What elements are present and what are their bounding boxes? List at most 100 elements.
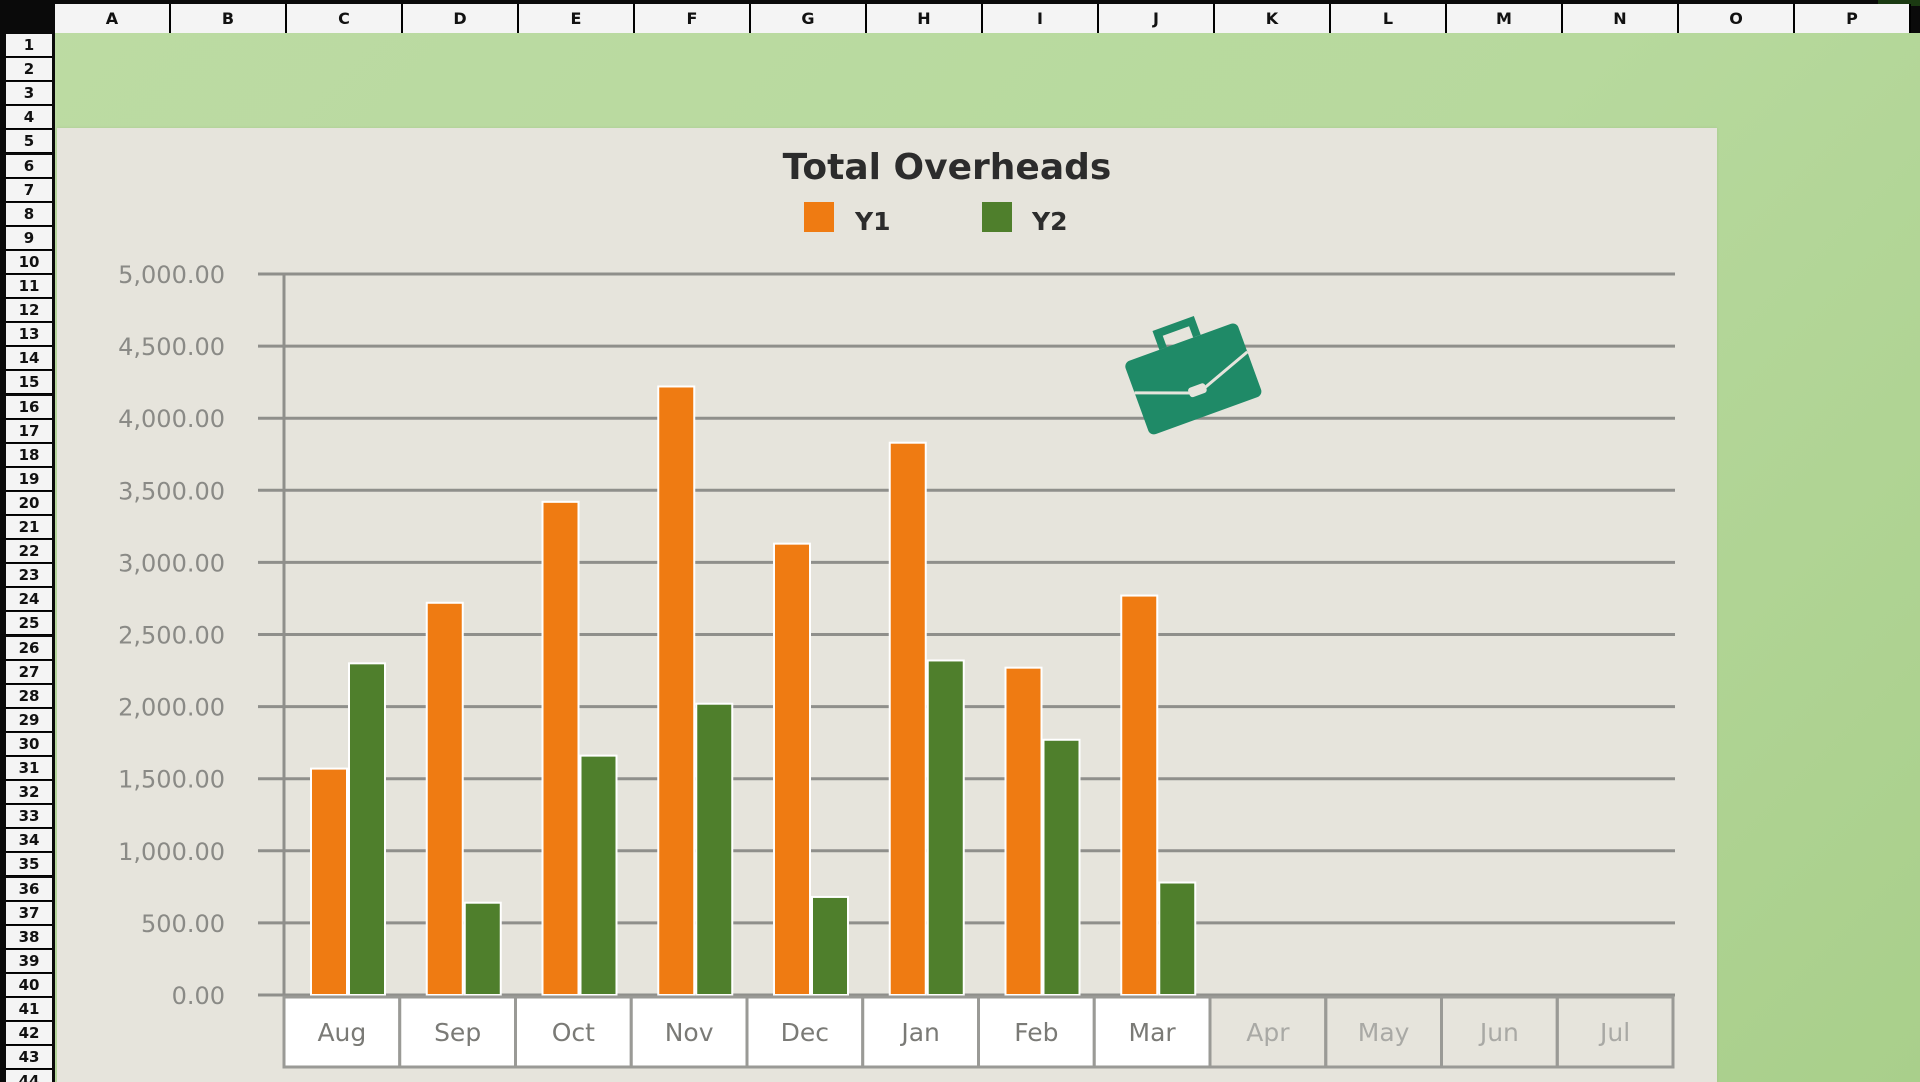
column-header-b[interactable]: B — [171, 4, 287, 33]
row-header-27[interactable]: 27 — [6, 660, 52, 684]
row-header-17[interactable]: 17 — [6, 419, 52, 443]
window-edge — [1878, 0, 1920, 6]
bar-y2-feb — [1042, 738, 1081, 996]
row-header-36[interactable]: 36 — [6, 877, 52, 901]
category-label-feb: Feb — [1014, 1018, 1058, 1047]
row-header-13[interactable]: 13 — [6, 323, 52, 347]
column-header-l[interactable]: L — [1331, 4, 1447, 33]
y-axis-tick-labels: 0.00 500.00 1,000.00 1,500.00 2,000.00 2,500.… — [118, 261, 225, 1010]
column-header-c[interactable]: C — [287, 4, 403, 33]
row-header-44[interactable]: 44 — [6, 1070, 52, 1082]
row-header-12[interactable]: 12 — [6, 299, 52, 323]
column-header-p[interactable]: P — [1795, 4, 1911, 33]
row-header-6[interactable]: 6 — [6, 154, 52, 178]
row-header-24[interactable]: 24 — [6, 588, 52, 612]
row-header-34[interactable]: 34 — [6, 829, 52, 853]
legend-label-y1: Y1 — [854, 207, 891, 236]
column-header-h[interactable]: H — [867, 4, 983, 33]
column-header-m[interactable]: M — [1447, 4, 1563, 33]
row-header-43[interactable]: 43 — [6, 1046, 52, 1070]
bar-y2-aug — [348, 662, 386, 997]
row-header-33[interactable]: 33 — [6, 805, 52, 829]
row-header-4[interactable]: 4 — [6, 106, 52, 130]
bar-y1-aug — [310, 767, 348, 997]
bar-y1-dec — [773, 542, 811, 996]
row-header-20[interactable]: 20 — [6, 491, 52, 515]
bar-y1-sep — [425, 601, 464, 996]
category-label-apr: Apr — [1246, 1018, 1290, 1047]
column-header-o[interactable]: O — [1679, 4, 1795, 33]
row-header-8[interactable]: 8 — [6, 202, 52, 226]
row-header-16[interactable]: 16 — [6, 395, 52, 419]
category-cell-jul — [1555, 995, 1675, 1069]
y-tick-label: 5,000.00 — [118, 261, 225, 289]
row-header-35[interactable]: 35 — [6, 853, 52, 877]
row-header-19[interactable]: 19 — [6, 467, 52, 491]
row-header-3[interactable]: 3 — [6, 82, 52, 106]
bar-y2-jan — [926, 659, 965, 996]
column-header-a[interactable]: A — [55, 4, 171, 33]
row-header-22[interactable]: 22 — [6, 540, 52, 564]
column-header-g[interactable]: G — [751, 4, 867, 33]
category-label-oct: Oct — [552, 1018, 595, 1047]
bar-y1-feb — [1004, 666, 1043, 997]
category-label-jul: Jul — [1598, 1018, 1630, 1047]
column-header-k[interactable]: K — [1215, 4, 1331, 33]
bars — [310, 385, 1197, 997]
row-header-9[interactable]: 9 — [6, 226, 52, 250]
bar-y1-oct — [541, 500, 580, 996]
row-header-25[interactable]: 25 — [6, 612, 52, 636]
category-label-may: May — [1358, 1018, 1410, 1047]
row-header-41[interactable]: 41 — [6, 998, 52, 1021]
bar-y2-sep — [463, 901, 502, 996]
y-tick-label: 0.00 — [172, 982, 225, 1010]
row-header-10[interactable]: 10 — [6, 250, 52, 274]
row-header-30[interactable]: 30 — [6, 732, 52, 756]
row-header-21[interactable]: 21 — [6, 516, 52, 539]
row-header-40[interactable]: 40 — [6, 973, 52, 997]
row-header-31[interactable]: 31 — [6, 757, 52, 780]
row-header-38[interactable]: 38 — [6, 925, 52, 949]
row-header-29[interactable]: 29 — [6, 708, 52, 732]
select-all-corner[interactable] — [0, 0, 55, 33]
chart-title: Total Overheads — [783, 147, 1112, 188]
category-label-aug: Aug — [317, 1018, 366, 1047]
bar-y1-mar — [1120, 594, 1159, 996]
column-header-f[interactable]: F — [635, 4, 751, 33]
row-header-18[interactable]: 18 — [6, 443, 52, 467]
category-label-dec: Dec — [781, 1018, 829, 1047]
y-tick-label: 4,500.00 — [118, 333, 225, 361]
y-tick-label: 3,500.00 — [118, 477, 225, 505]
row-header-7[interactable]: 7 — [6, 178, 52, 202]
column-header-e[interactable]: E — [519, 4, 635, 33]
row-header-32[interactable]: 32 — [6, 781, 52, 805]
row-header-14[interactable]: 14 — [6, 347, 52, 371]
legend: Y1 Y2 — [804, 202, 1068, 236]
row-header-15[interactable]: 15 — [6, 371, 52, 395]
column-header-i[interactable]: I — [983, 4, 1099, 33]
y-tick-label: 2,500.00 — [118, 622, 225, 650]
category-label-jan: Jan — [899, 1018, 940, 1047]
row-header-5[interactable]: 5 — [6, 130, 52, 154]
column-header-n[interactable]: N — [1563, 4, 1679, 33]
row-header-11[interactable]: 11 — [6, 275, 52, 298]
y-tick-label: 1,500.00 — [118, 766, 225, 794]
row-header-2[interactable]: 2 — [6, 58, 52, 82]
category-cell-dec — [745, 995, 865, 1069]
column-header-j[interactable]: J — [1099, 4, 1215, 33]
category-cell-aug — [282, 995, 402, 1069]
row-header-39[interactable]: 39 — [6, 949, 52, 973]
row-header-28[interactable]: 28 — [6, 684, 52, 708]
legend-swatch-y2 — [982, 202, 1012, 232]
row-header-26[interactable]: 26 — [6, 636, 52, 660]
row-header-23[interactable]: 23 — [6, 564, 52, 588]
gridlines — [258, 272, 1675, 997]
column-header-d[interactable]: D — [403, 4, 519, 33]
y-tick-label: 500.00 — [141, 910, 225, 938]
category-cell-sep — [398, 995, 517, 1069]
row-header-37[interactable]: 37 — [6, 901, 52, 925]
row-header-42[interactable]: 42 — [6, 1022, 52, 1046]
row-header-1[interactable]: 1 — [6, 34, 52, 57]
